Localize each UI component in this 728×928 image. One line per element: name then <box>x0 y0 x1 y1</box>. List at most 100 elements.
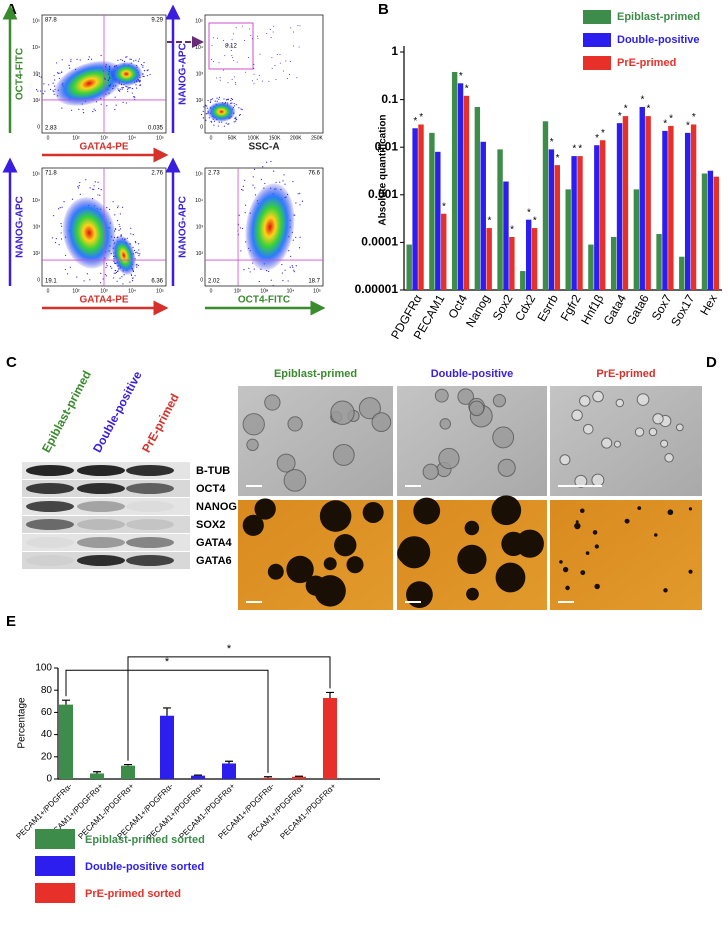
quadrant-value: 9.29 <box>151 18 163 24</box>
significance: * <box>465 83 469 94</box>
colony <box>457 388 474 405</box>
stained-colony <box>637 506 642 510</box>
event-dot <box>146 69 148 72</box>
blot-band <box>126 483 174 494</box>
significance: * <box>692 112 696 123</box>
event-dot <box>252 184 254 186</box>
column-title: Epiblast-primed <box>274 368 357 380</box>
event-dot <box>143 61 145 64</box>
event-dot <box>218 62 220 64</box>
bar <box>571 156 577 290</box>
legend-label: Epiblast-primed sorted <box>85 834 205 846</box>
significance: * <box>663 119 667 130</box>
stained-colony <box>242 514 264 536</box>
colony <box>592 390 604 403</box>
bar <box>639 106 645 291</box>
event-dot <box>114 108 116 111</box>
x-tick-label: 10⁴ <box>128 135 136 141</box>
y-tick-label: 10⁵ <box>32 18 40 24</box>
row-label: B-TUB <box>196 465 230 477</box>
event-dot <box>251 38 253 40</box>
event-dot <box>119 213 121 215</box>
flow-plot: 0 50K 100K 150K 200K 250K 0 10² 10³ 10⁴ 10⁵ SSC-A NA… <box>165 4 323 153</box>
x-tick-label: 10⁵ <box>156 135 164 141</box>
x-axis-label: SSC-A <box>248 142 279 153</box>
y-tick-label: 0 <box>46 774 52 785</box>
significance: * <box>419 112 423 123</box>
significance: * <box>624 104 628 115</box>
flow-plot: 0 10² 10³ 10⁴ 10⁵ 0 10² 10³ 10⁴ 10⁵ OCT4-FITC NANOG… <box>165 157 326 316</box>
colony <box>664 452 674 463</box>
event-dot <box>125 56 127 58</box>
bar <box>548 149 555 290</box>
event-dot <box>134 275 136 277</box>
blot-strip <box>22 534 190 551</box>
bar <box>292 776 306 779</box>
bar <box>480 141 486 290</box>
event-dot <box>100 103 102 105</box>
colony <box>571 409 583 422</box>
y-tick-label: 0.001 <box>368 187 398 201</box>
event-dot <box>216 37 218 39</box>
event-dot <box>222 39 224 41</box>
event-dot <box>138 255 140 257</box>
event-dot <box>108 208 111 210</box>
event-dot <box>228 123 230 125</box>
event-dot <box>143 70 146 72</box>
event-dot <box>97 181 99 183</box>
bar <box>191 775 205 779</box>
event-dot <box>136 266 138 268</box>
stained-colony <box>267 563 284 580</box>
event-dot <box>76 276 78 278</box>
event-dot <box>252 176 254 178</box>
event-dot <box>61 107 63 109</box>
event-dot <box>235 116 237 118</box>
y-tick-label: 10⁵ <box>195 18 203 24</box>
bar <box>457 83 464 290</box>
colony <box>492 426 515 449</box>
event-dot <box>266 290 268 292</box>
event-dot <box>272 31 274 33</box>
bar <box>222 763 236 779</box>
event-dot <box>243 39 245 41</box>
event-dot <box>290 27 292 29</box>
event-dot <box>119 228 122 230</box>
quadrant-value: 2.83 <box>45 126 57 132</box>
y-tick-label: 0 <box>37 277 40 283</box>
event-dot <box>270 279 272 281</box>
event-dot <box>233 60 235 62</box>
comparison-bracket <box>65 669 269 773</box>
bar <box>707 170 714 290</box>
bar <box>588 244 594 290</box>
event-dot <box>69 266 71 268</box>
event-dot <box>109 265 112 268</box>
event-dot <box>109 84 112 86</box>
stained-colony <box>624 518 630 524</box>
event-dot <box>137 264 139 267</box>
y-tick-label: 10⁵ <box>32 171 40 177</box>
event-dot <box>104 78 106 80</box>
event-dot <box>133 95 135 98</box>
row-label: GATA4 <box>196 537 233 549</box>
event-dot <box>225 99 228 101</box>
event-dot <box>85 179 87 181</box>
stained-colony <box>667 509 674 516</box>
event-dot <box>282 180 284 182</box>
event-dot <box>274 64 276 66</box>
event-dot <box>231 55 233 57</box>
event-dot <box>97 194 99 196</box>
row-label: GATA6 <box>196 555 232 567</box>
event-dot <box>218 96 221 98</box>
colony <box>332 444 355 466</box>
event-dot <box>112 239 114 241</box>
event-dot <box>230 100 232 102</box>
event-dot <box>83 280 85 282</box>
bar <box>690 124 697 290</box>
x-tick-label: 10² <box>234 288 242 294</box>
event-dot <box>112 85 115 87</box>
stained-colony <box>397 542 419 564</box>
event-dot <box>109 78 111 80</box>
event-dot <box>299 25 301 27</box>
event-dot <box>223 98 225 100</box>
event-dot <box>202 110 204 112</box>
